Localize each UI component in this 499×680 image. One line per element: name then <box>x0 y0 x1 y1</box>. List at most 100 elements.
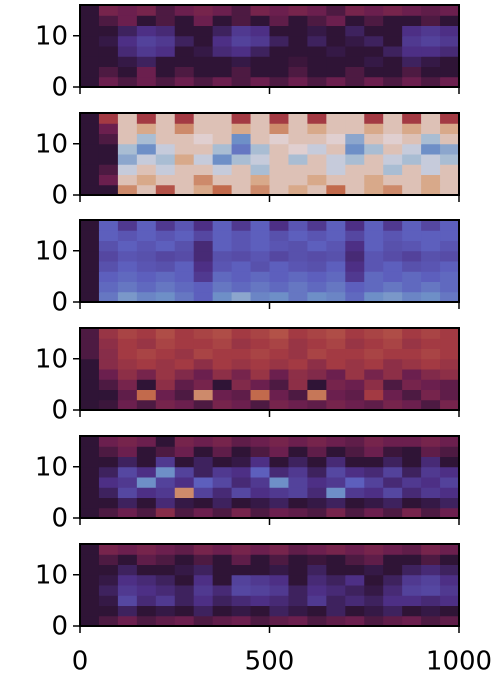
heatmap-cell <box>326 605 346 617</box>
heatmap-cell <box>269 348 289 360</box>
heatmap-cell <box>231 174 252 186</box>
heatmap-cell <box>326 56 346 67</box>
heatmap-cell <box>402 66 422 78</box>
heatmap-cell <box>383 497 403 509</box>
heatmap-cell <box>402 605 422 617</box>
heatmap-cell <box>402 261 422 272</box>
heatmap-cell <box>288 220 308 231</box>
heatmap-cell <box>402 113 422 124</box>
heatmap-cell <box>326 184 346 196</box>
heatmap-cell <box>440 477 460 488</box>
heatmap-cell <box>421 56 441 67</box>
heatmap-cell <box>364 436 384 447</box>
heatmap-cell <box>212 76 233 88</box>
heatmap-cell <box>269 497 289 509</box>
heatmap-cell <box>364 338 384 349</box>
heatmap-cell <box>440 261 460 272</box>
heatmap-cell <box>212 174 233 186</box>
heatmap-cell <box>98 477 119 488</box>
heatmap-cell <box>383 15 403 26</box>
heatmap-cell <box>212 338 233 349</box>
heatmap-cell <box>98 595 119 606</box>
heatmap-cell <box>440 379 460 390</box>
heatmap-cell <box>383 564 403 576</box>
heatmap-cell <box>364 15 384 26</box>
heatmap-cell <box>80 230 100 241</box>
heatmap-cell <box>174 143 195 155</box>
heatmap-cell <box>174 230 195 241</box>
heatmap-cell <box>231 291 252 303</box>
heatmap-cell <box>383 291 403 303</box>
heatmap-cell <box>117 220 138 231</box>
heatmap-cell <box>117 379 138 390</box>
heatmap-cell <box>174 379 195 390</box>
heatmap-cell <box>421 154 441 165</box>
heatmap-cell <box>364 369 384 380</box>
heatmap-cell <box>231 564 252 576</box>
heatmap-cell <box>250 271 270 282</box>
heatmap-cell <box>364 389 384 401</box>
heatmap-cell <box>98 291 119 303</box>
heatmap-cell <box>440 436 460 447</box>
heatmap-cell <box>345 133 365 145</box>
heatmap-cell <box>326 389 346 401</box>
heatmap-cell <box>307 220 327 231</box>
heatmap-cell <box>288 133 308 145</box>
heatmap-cell <box>155 544 176 555</box>
heatmap-cell <box>98 133 119 145</box>
heatmap-cell <box>288 25 308 37</box>
heatmap-cell <box>288 497 308 509</box>
heatmap-cell <box>307 466 327 478</box>
heatmap-cell <box>383 595 403 606</box>
heatmap-cell <box>345 174 365 186</box>
heatmap-cell <box>326 585 346 596</box>
heatmap-cell <box>193 133 214 145</box>
x-tick-label: 500 <box>245 647 295 677</box>
heatmap-cell <box>440 240 460 252</box>
heatmap-cell <box>307 291 327 303</box>
heatmap-cell <box>364 358 384 370</box>
heatmap-cell <box>98 358 119 370</box>
heatmap-cell <box>326 456 346 468</box>
heatmap-cell <box>80 133 100 145</box>
heatmap-cell <box>288 56 308 67</box>
heatmap-cell <box>155 585 176 596</box>
heatmap-cell <box>136 544 157 555</box>
heatmap-cell <box>231 615 252 627</box>
heatmap-cell <box>155 554 176 565</box>
heatmap-cell <box>421 574 441 586</box>
y-tick-label: 10 <box>35 560 68 590</box>
heatmap-cell <box>155 379 176 390</box>
heatmap-cell <box>402 446 422 457</box>
heatmap-cell <box>326 399 346 411</box>
heatmap-cell <box>98 250 119 262</box>
heatmap-cell <box>307 25 327 37</box>
heatmap-cell <box>364 477 384 488</box>
heatmap-cell <box>421 261 441 272</box>
heatmap-cell <box>155 389 176 401</box>
heatmap-cell <box>421 348 441 360</box>
heatmap-cell <box>231 328 252 339</box>
heatmap-cell <box>98 113 119 124</box>
heatmap-cell <box>174 174 195 186</box>
heatmap-cell <box>269 271 289 282</box>
heatmap-cell <box>174 605 195 617</box>
heatmap-cell <box>421 615 441 627</box>
heatmap-cell <box>402 46 422 57</box>
heatmap-cell <box>250 66 270 78</box>
heatmap-cell <box>250 143 270 155</box>
heatmap-cell <box>174 574 195 586</box>
heatmap-cell <box>155 338 176 349</box>
heatmap-cell <box>440 133 460 145</box>
heatmap-cell <box>250 399 270 411</box>
heatmap-cell <box>98 446 119 457</box>
heatmap-cell <box>231 15 252 26</box>
heatmap-cell <box>174 220 195 231</box>
heatmap-cell <box>250 123 270 134</box>
heatmap-cell <box>383 154 403 165</box>
heatmap-cell <box>155 230 176 241</box>
heatmap-cell <box>212 66 233 78</box>
heatmap-cell <box>421 230 441 241</box>
heatmap-cell <box>80 477 100 488</box>
heatmap-cell <box>383 399 403 411</box>
